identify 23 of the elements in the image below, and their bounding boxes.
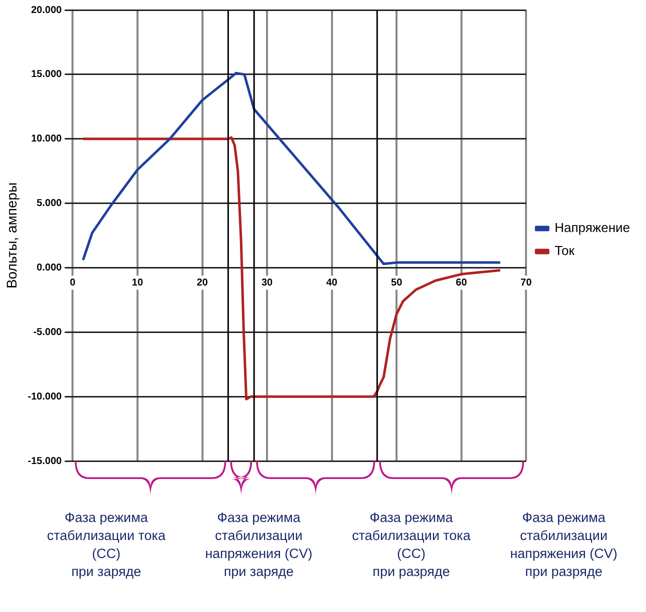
x-tick-label: 20 [196,277,208,288]
y-tick-label: -15.000 [28,456,62,467]
y-tick-label: -5.000 [33,326,62,338]
text: Фаза режима стабилизации тока (CC) при разряде [351,509,472,581]
x-tick-label: 50 [391,277,403,288]
text: Фаза режима стабилизации тока (CC) при заряде [46,509,166,581]
x-tick-label: 60 [456,277,468,288]
text: Фаза режима стабилизации напряжения (CV) при разряде [509,509,618,581]
y-tick-label: 20.000 [31,4,62,16]
legend-label: Напряжение [554,220,630,236]
x-tick-label: 30 [261,277,274,288]
text: Фаза режима стабилизации напряжения (CV) при заряде [204,509,314,581]
legend-label: Ток [554,243,575,258]
y-axis-title: Вольты, амперы [3,182,20,289]
x-tick-label: 0 [70,277,76,288]
x-tick-label: 10 [132,277,144,288]
x-tick-label: 40 [326,277,338,288]
y-tick-label: 10.000 [31,134,62,145]
y-tick-label: -10.000 [28,391,62,402]
y-tick-label: 5.000 [36,198,62,210]
x-tick-label: 70 [520,277,532,288]
y-tick-label: 0.000 [36,262,62,274]
y-tick-label: 15.000 [31,69,62,80]
